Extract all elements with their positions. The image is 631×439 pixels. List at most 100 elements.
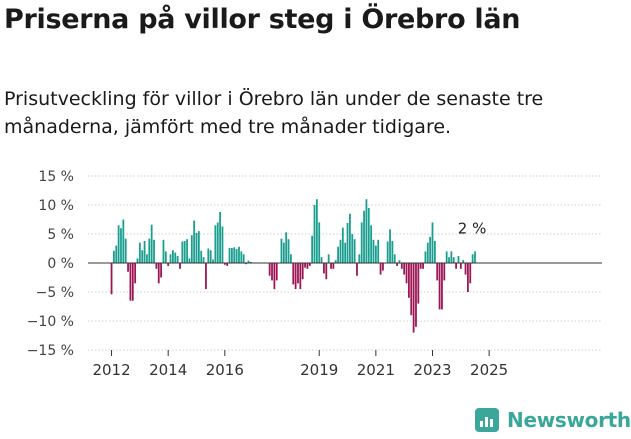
bar	[124, 238, 127, 263]
bar	[138, 242, 141, 263]
bar	[131, 263, 134, 301]
bar	[226, 263, 229, 266]
bar	[153, 239, 155, 263]
bar	[176, 256, 179, 263]
bar	[410, 263, 413, 316]
bar	[287, 239, 290, 263]
bar	[299, 263, 302, 290]
bar	[393, 254, 396, 263]
x-tick-label: 2016	[206, 361, 244, 379]
bar	[197, 231, 200, 263]
bar	[363, 210, 365, 263]
bar	[426, 242, 429, 263]
chart-title: Priserna på villor steg i Örebro län	[4, 4, 521, 35]
bar	[174, 252, 177, 263]
bar	[268, 263, 271, 276]
bar	[353, 239, 356, 263]
bar	[438, 263, 441, 310]
bar	[396, 263, 398, 266]
newsworthy-logo: Newsworthy	[475, 408, 631, 432]
bar	[389, 229, 391, 263]
bar	[332, 263, 335, 269]
bar	[120, 228, 122, 263]
bar	[162, 239, 165, 263]
bar	[275, 263, 278, 281]
bar	[280, 238, 283, 263]
bar	[367, 207, 370, 263]
bar	[415, 263, 417, 327]
bar	[155, 263, 158, 269]
bar	[179, 263, 181, 269]
bar	[294, 263, 297, 290]
bar	[330, 263, 332, 269]
bar	[301, 263, 304, 280]
newsworthy-chart-icon	[475, 408, 499, 432]
bar	[325, 263, 328, 280]
brand-name: Newsworthy	[507, 408, 631, 432]
bar	[290, 254, 292, 263]
bar	[285, 232, 288, 263]
bar	[193, 220, 196, 263]
bar	[459, 263, 462, 269]
bar	[292, 263, 295, 285]
bar	[443, 263, 446, 281]
bar	[358, 254, 361, 263]
bar	[134, 263, 137, 284]
x-tick-label: 2023	[413, 361, 451, 379]
bar	[308, 263, 311, 266]
bar	[377, 239, 380, 263]
bar	[382, 263, 384, 271]
y-tick-label: 5 %	[47, 227, 74, 243]
bar	[370, 225, 373, 263]
bar	[349, 213, 351, 263]
bar	[129, 263, 132, 301]
bar	[200, 250, 203, 263]
bar	[448, 257, 450, 263]
bar	[231, 247, 233, 263]
y-tick-label: −5 %	[36, 285, 74, 301]
bar	[306, 263, 309, 269]
x-tick-label: 2021	[357, 361, 395, 379]
bar	[247, 260, 250, 263]
bar	[190, 235, 193, 263]
bar-chart: −15 %−10 %−5 %0 %5 %10 %15 % 2012 2014 201…	[27, 169, 602, 379]
bar	[391, 240, 394, 263]
bar	[379, 263, 382, 275]
bar	[386, 241, 389, 263]
bar	[318, 222, 321, 263]
y-tick-label: 0 %	[47, 256, 74, 272]
bar	[202, 257, 205, 263]
bar	[245, 263, 247, 265]
bar	[400, 263, 403, 269]
bar	[313, 205, 316, 263]
bar	[113, 250, 115, 263]
bar	[374, 245, 377, 263]
bar	[405, 263, 408, 284]
chart-subtitle: Prisutveckling för villor i Örebro län u…	[4, 88, 544, 138]
bar	[141, 250, 144, 263]
bar	[441, 263, 443, 310]
x-tick-label: 2014	[149, 361, 187, 379]
bars	[88, 199, 602, 333]
bar	[469, 263, 472, 284]
bar	[157, 263, 160, 284]
bar	[431, 222, 434, 263]
bar	[223, 263, 226, 265]
bar	[122, 219, 125, 263]
bar	[341, 227, 344, 263]
bar	[221, 226, 224, 263]
bar	[235, 249, 238, 263]
bar	[117, 225, 120, 263]
bar	[471, 254, 474, 263]
bar	[436, 263, 439, 281]
x-axis: 2012 2014 2016 2019 2021 2023 2025	[92, 350, 508, 379]
bar	[115, 245, 118, 263]
bar	[242, 254, 245, 263]
bar	[346, 222, 349, 263]
bar	[169, 254, 172, 263]
bar	[412, 263, 415, 333]
bar	[339, 239, 342, 263]
bar	[337, 246, 339, 263]
bar	[273, 263, 276, 290]
bar	[271, 263, 273, 281]
